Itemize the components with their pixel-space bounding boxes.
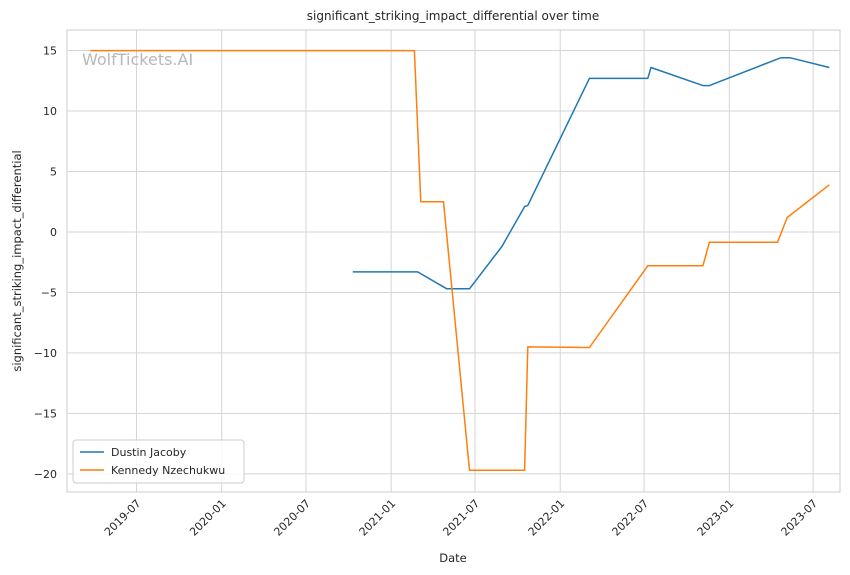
x-tick-label: 2020-01 <box>187 497 229 539</box>
plot-area <box>66 29 841 493</box>
y-tick-label: 10 <box>43 105 57 118</box>
series-lines <box>90 49 830 471</box>
chart-title: significant_striking_impact_differential… <box>307 9 599 23</box>
x-tick-label: 2019-07 <box>102 497 144 539</box>
x-tick-label: 2022-01 <box>526 497 568 539</box>
legend-label-dustin-jacoby: Dustin Jacoby <box>111 446 187 459</box>
series-line-dustin-jacoby <box>352 57 830 290</box>
y-axis-ticks: 15 10 5 0 −5 −10 −15 −20 <box>34 45 57 481</box>
x-tick-label: 2022-07 <box>610 497 652 539</box>
legend: Dustin Jacoby Kennedy Nzechukwu <box>72 439 245 484</box>
series-line-kennedy-nzechukwu <box>90 49 830 471</box>
x-tick-label: 2023-07 <box>779 497 821 539</box>
y-tick-label: 0 <box>50 226 57 239</box>
y-tick-label: −10 <box>34 347 57 360</box>
x-axis-ticks: 2019-07 2020-01 2020-07 2021-01 2021-07 2022-… <box>102 497 820 539</box>
x-tick-label: 2020-07 <box>271 497 313 539</box>
y-tick-label: −20 <box>34 468 57 481</box>
grid-lines <box>67 30 840 492</box>
x-axis-title: Date <box>439 551 467 565</box>
y-tick-label: 5 <box>50 166 57 179</box>
y-tick-label: −15 <box>34 407 57 420</box>
x-tick-label: 2021-01 <box>357 497 399 539</box>
x-tick-label: 2023-01 <box>695 497 737 539</box>
watermark: WolfTickets.AI <box>82 50 193 69</box>
x-tick-label: 2021-07 <box>440 497 482 539</box>
y-tick-label: 15 <box>43 45 57 58</box>
legend-label-kennedy-nzechukwu: Kennedy Nzechukwu <box>111 464 225 477</box>
y-tick-label: −5 <box>41 286 57 299</box>
y-axis-title: significant_striking_impact_differential <box>10 150 24 371</box>
legend-box <box>72 439 245 484</box>
